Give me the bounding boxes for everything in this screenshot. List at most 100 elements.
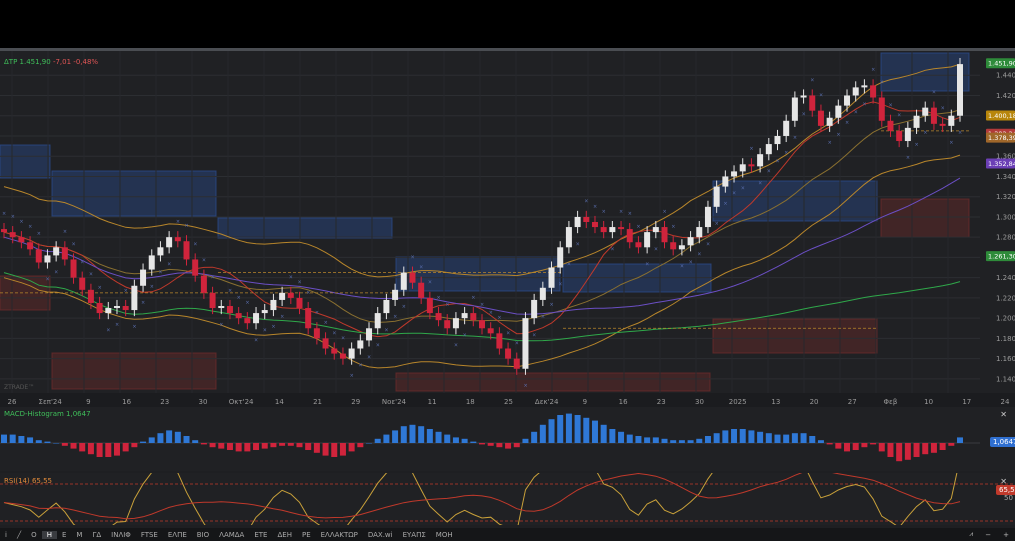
macd-bar [704, 436, 711, 443]
toolbar-item[interactable]: O [31, 530, 37, 539]
candle [261, 303, 268, 320]
sar-marker: × [941, 106, 945, 112]
rsi-pane[interactable]: RSI(14) 65,55 ✕ 65,55 50 [0, 437, 1015, 539]
candle [722, 170, 729, 193]
toolbar-item[interactable]: ΜΟΗ [435, 530, 453, 539]
candle-body [739, 164, 746, 172]
sar-marker: × [384, 327, 388, 333]
candle-body [383, 299, 390, 314]
macd-bar [400, 426, 407, 443]
sar-marker: × [828, 140, 832, 146]
sar-marker: × [576, 241, 580, 247]
toolbar-item[interactable]: ΕΤΕ [254, 530, 268, 539]
macd-bar [896, 443, 903, 462]
sar-marker: × [263, 327, 267, 333]
macd-value-marker: 1,0647 [990, 437, 1015, 447]
rsi-ma-line [3, 470, 961, 520]
candle-body [948, 115, 955, 126]
sar-marker: × [628, 211, 632, 217]
candle [166, 231, 173, 254]
macd-bar [626, 434, 633, 443]
toolbar-item[interactable]: E [61, 530, 67, 539]
candle [644, 226, 651, 254]
candle-body [661, 227, 668, 243]
toolbar-item[interactable]: ΕΛΠΕ [167, 530, 187, 539]
candle [652, 220, 659, 239]
sar-marker: × [732, 191, 736, 197]
candle-body [209, 292, 216, 309]
zone-box [51, 170, 217, 217]
candle [835, 99, 842, 124]
sar-marker: × [45, 277, 49, 283]
candle-body [852, 87, 859, 96]
sar-marker: × [437, 295, 441, 301]
toolbar-item[interactable]: ΡΕ [301, 530, 311, 539]
price-tick-label: 1.320 [996, 193, 1015, 201]
sar-marker: × [471, 295, 475, 301]
sar-marker: × [567, 261, 571, 267]
symbol-name: ΔΤΡ [4, 58, 18, 66]
candle [731, 165, 738, 183]
close-macd-icon[interactable]: ✕ [1000, 410, 1007, 419]
macd-bar [322, 443, 329, 456]
sar-marker: × [202, 257, 206, 263]
toolbar-item[interactable]: H [41, 530, 57, 539]
toolbar-item[interactable]: M [76, 530, 83, 539]
candle-body [122, 306, 129, 311]
macd-bar [957, 437, 963, 443]
candle [435, 307, 442, 327]
minus-icon[interactable]: − [985, 530, 992, 539]
sar-marker: × [72, 241, 76, 247]
sar-marker: × [419, 265, 423, 271]
candle [322, 332, 329, 355]
candle-body [96, 302, 103, 314]
candle [113, 299, 120, 315]
close-rsi-icon[interactable]: ✕ [1000, 477, 1007, 486]
candle-body [435, 313, 442, 321]
candle [913, 109, 920, 134]
candle [383, 293, 390, 320]
candle [548, 261, 555, 294]
toolbar-item[interactable]: FTSE [140, 530, 158, 539]
candle-body [87, 289, 94, 303]
macd-pane[interactable]: MACD-Histogram 1,0647 ✕ 1,0647 [0, 407, 1015, 471]
toolbar-item[interactable]: ΒΙΟ [196, 530, 210, 539]
toolbar-item[interactable]: ΕΛΛΑΚΤΩΡ [320, 530, 358, 539]
ma-mid [3, 177, 961, 315]
toolbar-item[interactable]: ΓΔ [92, 530, 102, 539]
toolbar-item[interactable]: DAX.wi [367, 530, 393, 539]
toolbar-item[interactable]: ΙΝΛΙΦ [111, 530, 131, 539]
sar-marker: × [723, 201, 727, 207]
chart-style-icon[interactable]: ⩘ [969, 530, 974, 538]
price-chart[interactable]: 1.4401.4201.4001.3801.3601.3401.3201.300… [0, 51, 1015, 393]
candle-body [539, 287, 546, 300]
candle [148, 249, 155, 276]
time-axis: 26 Σεπ'24 9 16 23 30 Οκτ'24 14 21 29 Νοε'24 11 18 25 Δ… [0, 393, 1015, 407]
candle-body [331, 348, 338, 354]
candle-body [939, 123, 946, 126]
macd-bar [296, 443, 303, 448]
toolbar-item[interactable]: ΛΑΜΔΑ [219, 530, 245, 539]
macd-bar [948, 443, 955, 446]
candle-body [322, 338, 329, 349]
sar-marker: × [254, 337, 258, 343]
macd-bar [731, 429, 738, 443]
sar-marker: × [880, 79, 884, 85]
toolbar-item[interactable]: i [5, 530, 7, 539]
macd-bar [870, 443, 877, 445]
toolbar-item[interactable]: ╱ [16, 530, 22, 539]
toolbar-item[interactable]: ΕΥΑΠΣ [402, 530, 426, 539]
candle-body [392, 289, 399, 300]
candle [557, 241, 564, 274]
macd-bar [661, 438, 668, 443]
macd-bar [696, 438, 703, 443]
candle-body [313, 328, 320, 339]
time-tick-label: Δεκ'24 [535, 398, 559, 406]
plus-icon[interactable]: + [1003, 530, 1009, 539]
candle [922, 101, 929, 122]
candle-body [783, 120, 790, 136]
price-chart-pane[interactable]: 1.4401.4201.4001.3801.3601.3401.3201.300… [0, 51, 1015, 393]
toolbar-item[interactable]: ΔΕΗ [277, 530, 292, 539]
time-tick-label: 26 [8, 398, 17, 406]
macd-bar [279, 443, 286, 446]
